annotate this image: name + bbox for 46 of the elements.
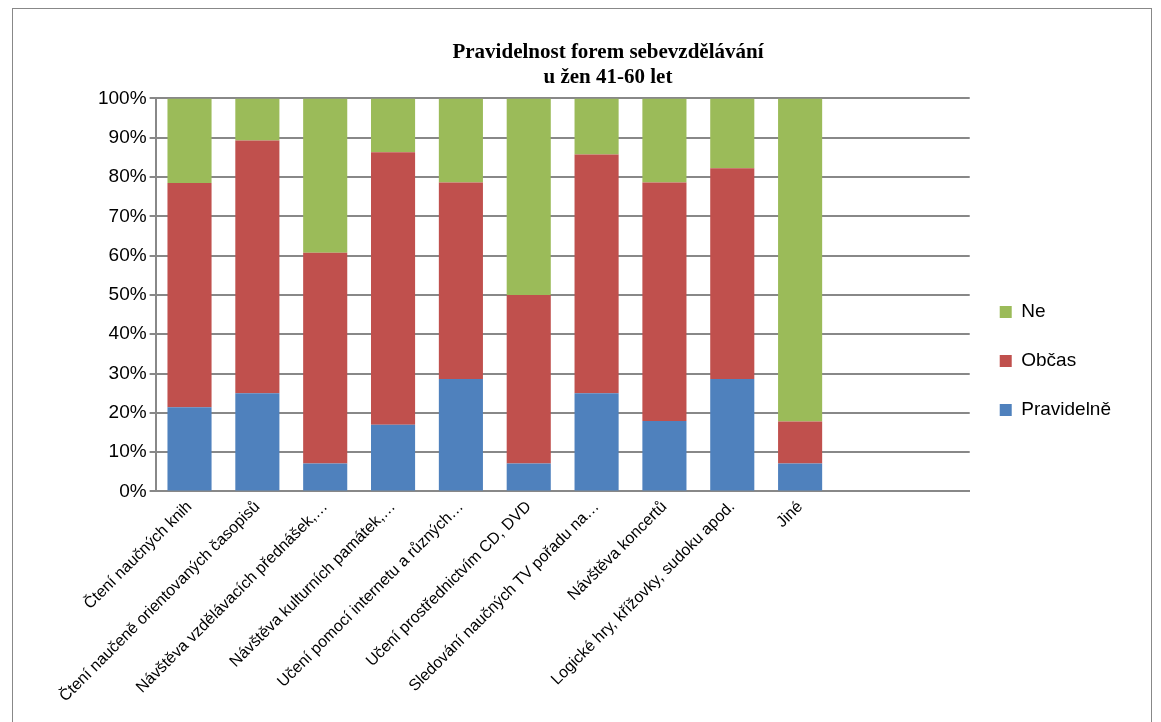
y-tick-label: 60% <box>108 243 147 265</box>
y-tick-label: 90% <box>108 125 147 147</box>
bar <box>235 393 280 491</box>
bar <box>235 98 280 141</box>
y-tick-label: 100% <box>97 86 147 108</box>
bar <box>371 424 416 491</box>
bar <box>303 463 348 491</box>
bar <box>506 463 551 491</box>
bar <box>642 98 687 183</box>
y-tick-label: 50% <box>108 283 147 305</box>
bar <box>778 421 823 464</box>
bar <box>167 182 212 408</box>
bar <box>710 98 755 169</box>
bar <box>371 152 416 425</box>
y-tick-label: 40% <box>108 322 147 344</box>
legend-label: Ne <box>1021 300 1046 322</box>
bar <box>167 407 212 491</box>
y-tick-label: 10% <box>108 440 147 462</box>
bar <box>506 294 551 464</box>
bar <box>235 140 280 394</box>
bar <box>167 98 212 183</box>
bar <box>506 98 551 295</box>
chart-title: Pravidelnost forem sebevzdělávání u žen 41-60 let <box>452 39 765 89</box>
bar <box>574 393 619 491</box>
bar <box>574 98 619 155</box>
y-tick-label: 80% <box>108 165 147 187</box>
bar <box>438 182 483 380</box>
bar <box>303 252 348 464</box>
bar <box>778 98 823 422</box>
bar <box>778 463 823 491</box>
bar <box>710 168 755 380</box>
bar <box>303 98 348 253</box>
x-tick-label: Jiné <box>772 497 806 531</box>
y-tick-label: 0% <box>119 479 147 501</box>
bar <box>710 379 755 491</box>
bar <box>574 154 619 394</box>
y-tick-label: 20% <box>108 401 147 423</box>
bar <box>438 98 483 183</box>
bar <box>642 421 687 491</box>
legend-label: Občas <box>1021 349 1077 371</box>
y-tick-label: 70% <box>108 204 147 226</box>
bar <box>371 98 416 153</box>
bar <box>438 379 483 491</box>
y-tick-label: 30% <box>108 361 147 383</box>
bar <box>642 182 687 422</box>
legend-label: Pravidelně <box>1021 398 1111 420</box>
